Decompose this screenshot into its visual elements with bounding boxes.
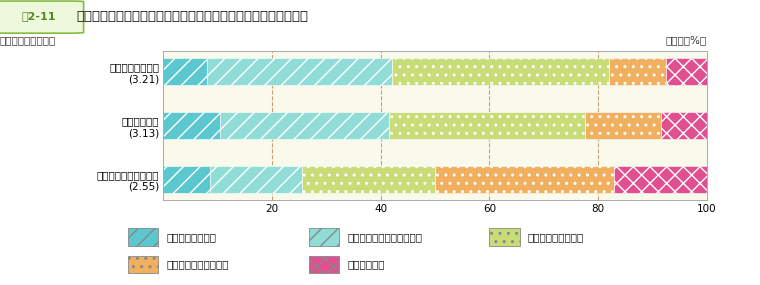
Bar xyxy=(163,166,210,193)
Text: どちらともいえない: どちらともいえない xyxy=(527,232,584,242)
Text: まったくその通り: まったくその通り xyxy=(166,232,217,242)
FancyBboxPatch shape xyxy=(128,228,158,246)
Bar xyxy=(207,58,391,85)
Bar xyxy=(609,58,666,85)
Bar xyxy=(435,166,614,193)
FancyBboxPatch shape xyxy=(489,228,520,246)
Text: 【報酬・処遇】の領域に属する質問項目別の回答割合及び平均値: 【報酬・処遇】の領域に属する質問項目別の回答割合及び平均値 xyxy=(76,10,308,23)
FancyBboxPatch shape xyxy=(96,218,664,283)
Bar xyxy=(220,112,389,139)
Text: どちらかといえばその通り: どちらかといえばその通り xyxy=(347,232,422,242)
Bar xyxy=(614,166,707,193)
Bar xyxy=(584,112,660,139)
Bar xyxy=(389,112,584,139)
Bar xyxy=(163,58,207,85)
FancyBboxPatch shape xyxy=(309,256,339,273)
Text: 図2-11: 図2-11 xyxy=(21,11,56,21)
FancyBboxPatch shape xyxy=(0,1,84,33)
FancyBboxPatch shape xyxy=(128,256,158,273)
Bar xyxy=(210,166,302,193)
Text: （単位：%）: （単位：%） xyxy=(666,35,707,45)
Bar xyxy=(666,58,707,85)
Bar xyxy=(163,112,220,139)
Bar xyxy=(660,112,707,139)
Text: まったく違う: まったく違う xyxy=(347,260,385,270)
Text: 質問項目（平均値）: 質問項目（平均値） xyxy=(0,35,56,45)
Bar xyxy=(391,58,609,85)
FancyBboxPatch shape xyxy=(309,228,339,246)
Bar xyxy=(302,166,435,193)
Text: どちらかといえば違う: どちらかといえば違う xyxy=(166,260,229,270)
